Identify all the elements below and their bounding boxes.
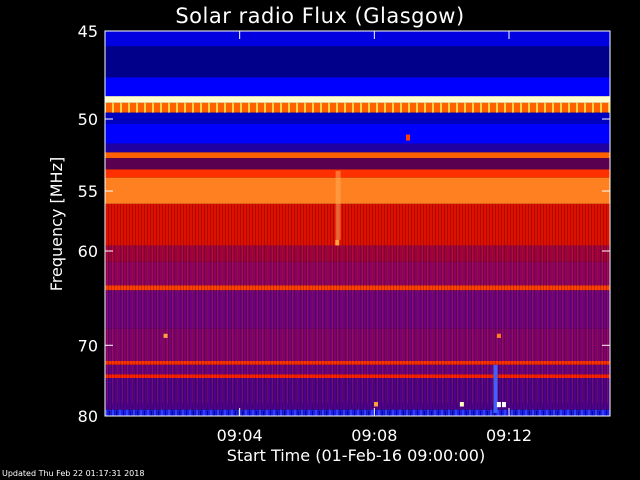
- y-tick-label: 45: [78, 22, 98, 41]
- spectrum-burst-6: [335, 239, 340, 246]
- spectrum-burst-2: [496, 402, 501, 408]
- update-timestamp: Updated Thu Feb 22 01:17:31 2018: [2, 469, 145, 478]
- spectrum-band-9: [105, 152, 610, 159]
- y-tick-label: 50: [78, 110, 98, 129]
- x-tick-label: 09:04: [217, 426, 263, 445]
- spectrum-band-6: [105, 112, 610, 124]
- y-tick-label: 80: [78, 407, 98, 426]
- spectrum-burst-5: [374, 402, 379, 407]
- x-tick-label: 09:08: [351, 426, 397, 445]
- spectrum-band-7: [105, 123, 610, 144]
- spectrum-dotted-line: [105, 102, 610, 113]
- spectrum-burst-7: [406, 134, 410, 141]
- spectrum-band-4: [105, 96, 610, 103]
- spectrum-band-1: [105, 31, 610, 47]
- spectrum-vertical-streak: [335, 170, 341, 240]
- y-tick-label: 55: [78, 182, 98, 201]
- spectrum-burst-4: [459, 402, 464, 407]
- spectrum-band-12: [105, 177, 610, 204]
- y-tick-label: 70: [78, 336, 98, 355]
- y-tick-label: 60: [78, 242, 98, 261]
- spectrum-burst-8: [163, 333, 168, 338]
- spectrum-burst-9: [496, 333, 501, 338]
- spectrum-burst-1: [493, 364, 498, 413]
- chart-title: Solar radio Flux (Glasgow): [175, 4, 465, 28]
- spectrum-blue-noise: [105, 409, 610, 416]
- spectrum-burst-3: [501, 402, 506, 408]
- spectrum-band-3: [105, 77, 610, 97]
- spectrum-band-11: [105, 169, 610, 178]
- spectrum-band-2: [105, 46, 610, 78]
- x-tick-label: 09:12: [486, 426, 532, 445]
- y-axis-title: Frequency [MHz]: [47, 157, 66, 291]
- x-axis-title: Start Time (01-Feb-16 09:00:00): [227, 446, 485, 465]
- spectrum-band-8: [105, 143, 610, 153]
- spectrum-texture-warm: [105, 245, 610, 404]
- plot-frame: [104, 30, 611, 417]
- spectrum-band-10: [105, 158, 610, 170]
